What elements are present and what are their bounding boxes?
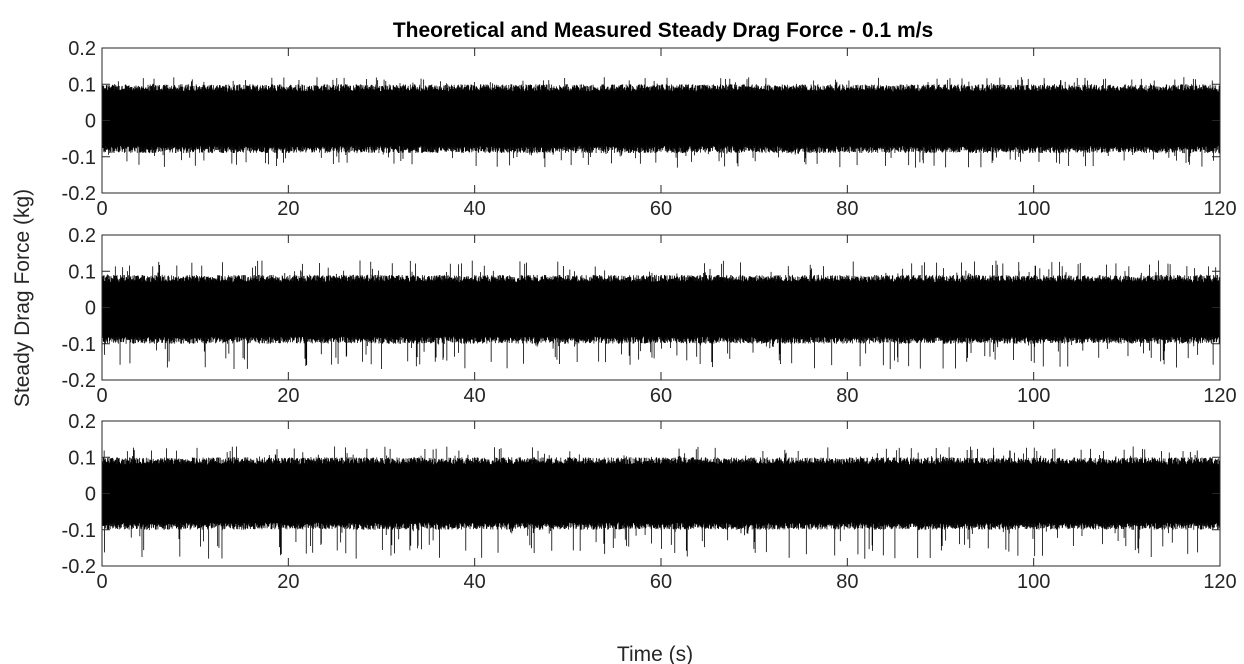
x-tick-label: 60: [650, 385, 672, 407]
x-tick-label: 80: [836, 385, 858, 407]
y-tick-label: -0.2: [62, 556, 96, 578]
x-tick-label: 100: [1017, 385, 1050, 407]
y-tick-label: 0: [85, 484, 96, 506]
subplots: 0.20.10-0.1-0.20 20 40 60 80 100 1200.20.10-0.…: [62, 38, 1237, 593]
y-tick-label: -0.1: [62, 520, 96, 542]
x-tick-label: 80: [836, 571, 858, 593]
y-tick-label: -0.2: [62, 183, 96, 205]
x-tick-label: 100: [1017, 198, 1050, 220]
x-tick-label: 40: [464, 571, 486, 593]
x-tick-label: 20: [277, 571, 299, 593]
x-tick-label: 20: [277, 198, 299, 220]
x-tick-label: 0: [96, 198, 107, 220]
y-tick-label: -0.1: [62, 334, 96, 356]
y-tick-label: -0.2: [62, 370, 96, 392]
subplot-1: 0.20.10-0.1-0.20 20 40 60 80 100 120: [62, 38, 1237, 220]
x-tick-label: 40: [464, 198, 486, 220]
y-tick-label: 0.1: [68, 447, 96, 469]
x-tick-label: 120: [1203, 385, 1236, 407]
y-tick-label: 0.1: [68, 261, 96, 283]
chart-title: Theoretical and Measured Steady Drag For…: [393, 19, 933, 42]
x-tick-label: 0: [96, 385, 107, 407]
y-tick-label: 0.1: [68, 74, 96, 96]
x-tick-label: 40: [464, 385, 486, 407]
y-tick-label: 0: [85, 298, 96, 320]
x-tick-label: 0: [96, 571, 107, 593]
y-tick-label: 0.2: [68, 225, 96, 247]
x-axis-label: Time (s): [617, 643, 693, 664]
x-tick-label: 20: [277, 385, 299, 407]
x-tick-label: 80: [836, 198, 858, 220]
x-tick-label: 120: [1203, 198, 1236, 220]
signal-line: [101, 260, 1221, 370]
y-tick-label: 0: [85, 111, 96, 133]
signal-line: [101, 77, 1221, 168]
x-tick-label: 60: [650, 571, 672, 593]
x-tick-label: 60: [650, 198, 672, 220]
subplot-2: 0.20.10-0.1-0.20 20 40 60 80 100 120: [62, 225, 1237, 407]
x-tick-label: 120: [1203, 571, 1236, 593]
x-tick-label: 100: [1017, 571, 1050, 593]
y-tick-label: -0.1: [62, 147, 96, 169]
signal-line: [101, 446, 1221, 559]
y-tick-label: 0.2: [68, 38, 96, 60]
subplot-3: 0.20.10-0.1-0.20 20 40 60 80 100 120: [62, 411, 1237, 593]
y-tick-label: 0.2: [68, 411, 96, 433]
y-axis-label: Steady Drag Force (kg): [11, 189, 34, 407]
